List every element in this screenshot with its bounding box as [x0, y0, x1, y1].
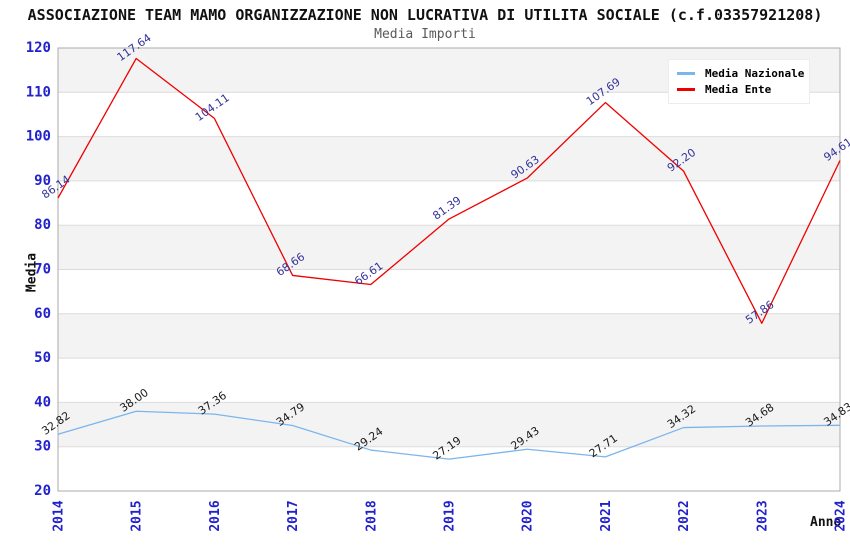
x-tick-label: 2014 — [52, 500, 67, 531]
x-tick-label: 2017 — [286, 500, 301, 531]
legend-label-media-nazionale: Media Nazionale — [705, 66, 805, 80]
chart-subtitle: Media Importi — [374, 27, 476, 42]
plot-band — [58, 402, 840, 447]
chart-legend: Media Nazionale Media Ente — [668, 59, 810, 104]
plot-band — [58, 136, 840, 181]
y-tick-label: 110 — [26, 84, 51, 100]
y-tick-label: 120 — [26, 40, 51, 56]
x-tick-label: 2021 — [599, 500, 614, 531]
y-tick-label: 60 — [34, 306, 51, 322]
legend-item-media-nazionale[interactable]: Media Nazionale — [677, 65, 805, 81]
series-line-media-ente — [57, 57, 841, 324]
plot-border — [57, 47, 841, 492]
y-tick-label: 20 — [34, 483, 51, 499]
series-line-media-nazionale — [57, 410, 841, 460]
x-tick-label: 2019 — [443, 500, 458, 531]
legend-item-media-ente[interactable]: Media Ente — [677, 81, 801, 97]
plot-band — [58, 225, 840, 270]
x-tick-label: 2016 — [208, 500, 223, 531]
x-tick-label: 2023 — [755, 500, 770, 531]
y-tick-label: 40 — [34, 394, 51, 410]
plot-band — [58, 313, 840, 359]
y-tick-label: 70 — [34, 262, 51, 278]
x-tick-label: 2022 — [677, 500, 692, 531]
media-nazionale-line-swatch — [677, 71, 695, 75]
media-ente-line-swatch — [677, 87, 695, 91]
x-tick-label: 2018 — [364, 500, 379, 531]
y-tick-label: 30 — [34, 439, 51, 455]
x-tick-label: 2024 — [834, 500, 849, 531]
y-tick-label: 50 — [34, 350, 51, 366]
y-tick-label: 80 — [34, 217, 51, 233]
chart-title: ASSOCIAZIONE TEAM MAMO ORGANIZZAZIONE NO… — [27, 6, 823, 24]
data-label-media-ente: 81.39 — [430, 194, 463, 223]
legend-label-media-ente: Media Ente — [705, 82, 772, 96]
x-axis-title: Anno — [810, 515, 842, 530]
x-tick-label: 2020 — [521, 500, 536, 531]
y-tick-label: 100 — [26, 129, 51, 145]
y-tick-label: 90 — [34, 173, 51, 189]
data-label-media-ente: 104.11 — [193, 91, 232, 124]
x-tick-label: 2015 — [130, 500, 145, 531]
